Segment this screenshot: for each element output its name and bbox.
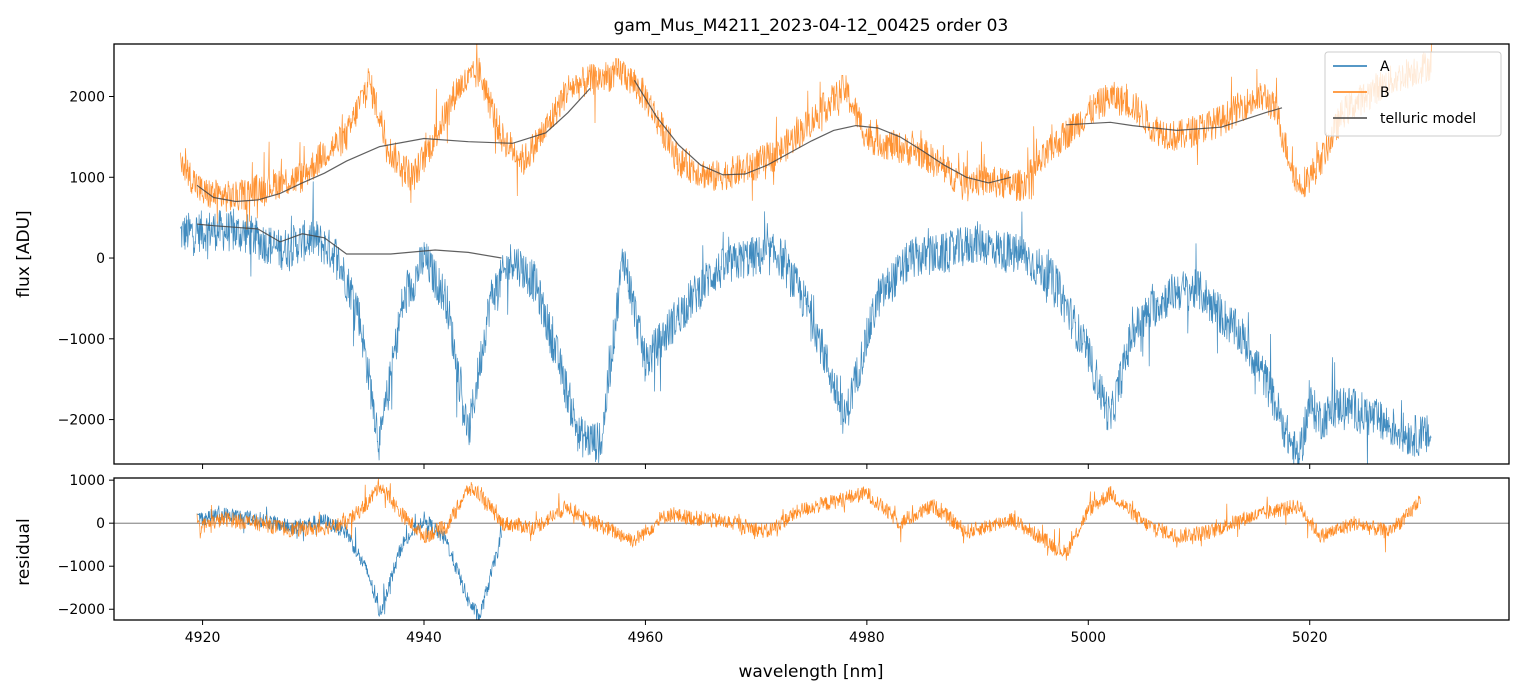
x-tick-label: 4940 — [406, 630, 442, 646]
x-tick-label: 5020 — [1292, 630, 1328, 646]
y-tick-label: −1000 — [58, 559, 105, 575]
y-tick-label: −2000 — [58, 413, 105, 429]
x-tick-label: 4960 — [628, 630, 664, 646]
telluric-model-line-1 — [633, 79, 1011, 184]
bottom-panel-series — [114, 478, 1509, 620]
bottom-y-ticks: −2000 −1000 0 1000 — [58, 473, 114, 618]
residual-series-b-line — [196, 478, 1421, 561]
top-y-axis-label: flux [ADU] — [14, 210, 34, 297]
y-tick-label: 2000 — [69, 90, 105, 106]
top-x-ticks — [202, 464, 1311, 469]
y-tick-label: 1000 — [69, 473, 105, 489]
top-panel-frame — [113, 43, 1510, 465]
x-tick-label: 4980 — [849, 630, 885, 646]
telluric-model-line-3 — [1066, 107, 1283, 132]
y-tick-label: −1000 — [58, 332, 105, 348]
x-tick-label: 4920 — [185, 630, 221, 646]
telluric-model-line-2 — [196, 223, 502, 259]
legend-frame — [1324, 51, 1502, 137]
chart-title: gam_Mus_M4211_2023-04-12_00425 order 03 — [614, 16, 1009, 36]
series-b-line — [180, 44, 1432, 231]
bottom-x-ticks: 4920 4940 4960 4980 5000 5020 — [185, 620, 1328, 646]
x-axis-label: wavelength [nm] — [738, 662, 883, 682]
series-a-line — [180, 181, 1432, 464]
y-tick-label: 1000 — [69, 170, 105, 186]
bottom-panel-frame — [113, 477, 1510, 621]
y-tick-label: −2000 — [58, 602, 105, 618]
top-y-ticks: −2000 −1000 0 1000 2000 — [58, 90, 114, 429]
x-tick-label: 5000 — [1070, 630, 1106, 646]
legend-label-a: A — [1380, 59, 1390, 75]
legend-label-b: B — [1380, 85, 1390, 101]
top-panel-series — [180, 44, 1432, 464]
y-tick-label: 0 — [96, 516, 105, 532]
bottom-y-axis-label: residual — [14, 518, 34, 585]
y-tick-label: 0 — [96, 251, 105, 267]
telluric-model-line-0 — [196, 87, 591, 203]
legend-label-telluric: telluric model — [1380, 111, 1476, 127]
legend: A B telluric model — [1324, 51, 1502, 137]
